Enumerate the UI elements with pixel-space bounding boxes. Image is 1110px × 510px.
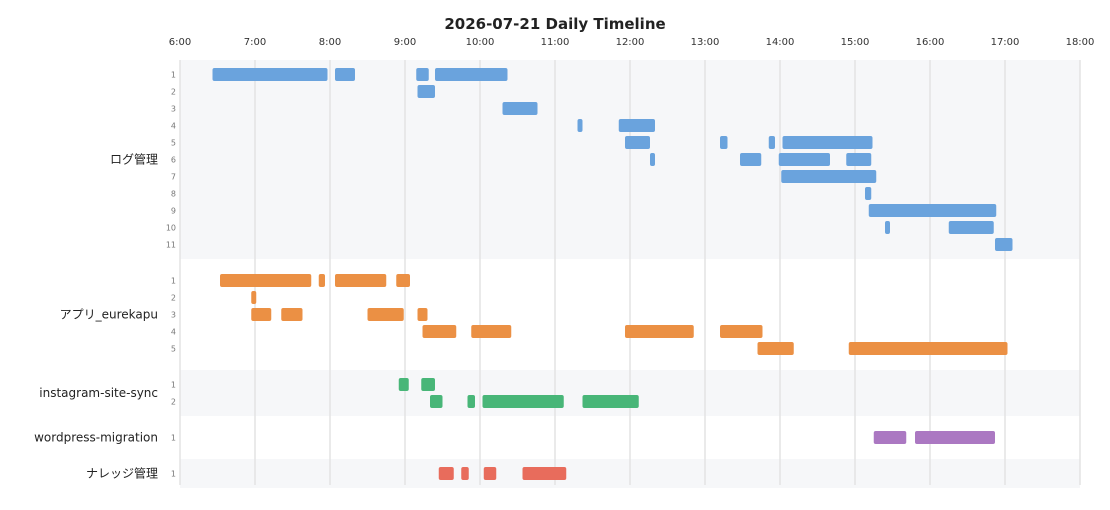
row-label: 3: [171, 311, 176, 320]
timeline-bar: [502, 102, 538, 115]
x-tick-label: 17:00: [991, 37, 1020, 48]
timeline-bar: [995, 238, 1013, 251]
timeline-bars: [212, 68, 1013, 480]
timeline-bar: [778, 153, 830, 166]
timeline-bar: [768, 136, 775, 149]
row-label: 7: [171, 173, 176, 182]
timeline-bar: [848, 342, 1008, 355]
timeline-bar: [582, 395, 639, 408]
row-label: 1: [171, 470, 176, 479]
row-label: 9: [171, 207, 176, 216]
timeline-bar: [781, 170, 877, 183]
timeline-bar: [335, 68, 355, 81]
row-label: 1: [171, 381, 176, 390]
timeline-bar: [318, 274, 325, 287]
row-label: 1: [171, 71, 176, 80]
row-label: 4: [171, 122, 176, 131]
timeline-bar: [720, 136, 728, 149]
x-tick-label: 7:00: [244, 37, 266, 48]
timeline-bar: [422, 325, 457, 338]
row-label: 2: [171, 398, 176, 407]
x-tick-label: 14:00: [766, 37, 795, 48]
timeline-bar: [522, 467, 567, 480]
timeline-bar: [740, 153, 762, 166]
timeline-bar: [435, 68, 508, 81]
timeline-bar: [720, 325, 763, 338]
x-axis-ticks: 6:00 7:00 8:00 9:00 10:00 11:00 12:00 13:00 14:0…: [169, 37, 1095, 48]
timeline-bar: [251, 291, 257, 304]
timeline-bar: [873, 431, 907, 444]
x-tick-label: 6:00: [169, 37, 191, 48]
row-label: 8: [171, 190, 176, 199]
timeline-bar: [467, 395, 475, 408]
timeline-bar: [417, 85, 435, 98]
chart-title: 2026-07-21 Daily Timeline: [444, 15, 665, 33]
row-label: 5: [171, 345, 176, 354]
x-tick-label: 11:00: [541, 37, 570, 48]
timeline-bar: [915, 431, 995, 444]
timeline-bar: [846, 153, 872, 166]
timeline-bar: [865, 187, 872, 200]
grid-lines: [179, 60, 1081, 485]
row-label: 1: [171, 434, 176, 443]
timeline-bar: [416, 68, 429, 81]
timeline-bar: [367, 308, 404, 321]
x-tick-label: 8:00: [319, 37, 341, 48]
row-label: 11: [166, 241, 176, 250]
x-tick-label: 16:00: [916, 37, 945, 48]
timeline-bar: [438, 467, 454, 480]
row-label: 2: [171, 294, 176, 303]
timeline-bar: [618, 119, 655, 132]
timeline-bar: [948, 221, 994, 234]
timeline-bar: [757, 342, 794, 355]
timeline-bar: [625, 136, 650, 149]
timeline-bar: [461, 467, 469, 480]
timeline-bar: [868, 204, 997, 217]
timeline-bar: [398, 378, 409, 391]
timeline-bar: [885, 221, 890, 234]
timeline-bar: [212, 68, 328, 81]
timeline-bar: [335, 274, 387, 287]
timeline-bar: [650, 153, 655, 166]
timeline-bar: [220, 274, 312, 287]
timeline-bar: [281, 308, 303, 321]
row-label: 3: [171, 105, 176, 114]
group-label: アプリ_eurekapu: [60, 308, 158, 322]
timeline-bar: [251, 308, 272, 321]
row-label: 10: [166, 224, 176, 233]
x-tick-label: 10:00: [466, 37, 495, 48]
x-tick-label: 12:00: [616, 37, 645, 48]
group-label: ログ管理: [110, 152, 158, 167]
row-label: 4: [171, 328, 176, 337]
timeline-bar: [625, 325, 694, 338]
timeline-bar: [482, 395, 564, 408]
group-label: wordpress-migration: [34, 431, 158, 445]
x-tick-label: 15:00: [841, 37, 870, 48]
row-label: 6: [171, 156, 176, 165]
row-label: 2: [171, 88, 176, 97]
group-label: ナレッジ管理: [86, 466, 158, 481]
row-labels: ログ管理1234567891011アプリ_eurekapu12345instag…: [34, 71, 176, 481]
x-tick-label: 13:00: [691, 37, 720, 48]
timeline-bar: [471, 325, 512, 338]
group-label: instagram-site-sync: [39, 386, 158, 400]
timeline-bar: [782, 136, 873, 149]
timeline-bar: [483, 467, 497, 480]
timeline-bar: [421, 378, 435, 391]
timeline-bar: [417, 308, 428, 321]
row-label: 5: [171, 139, 176, 148]
row-label: 1: [171, 277, 176, 286]
timeline-bar: [577, 119, 583, 132]
timeline-bar: [430, 395, 443, 408]
x-tick-label: 18:00: [1066, 37, 1095, 48]
x-tick-label: 9:00: [394, 37, 416, 48]
timeline-bar: [396, 274, 410, 287]
